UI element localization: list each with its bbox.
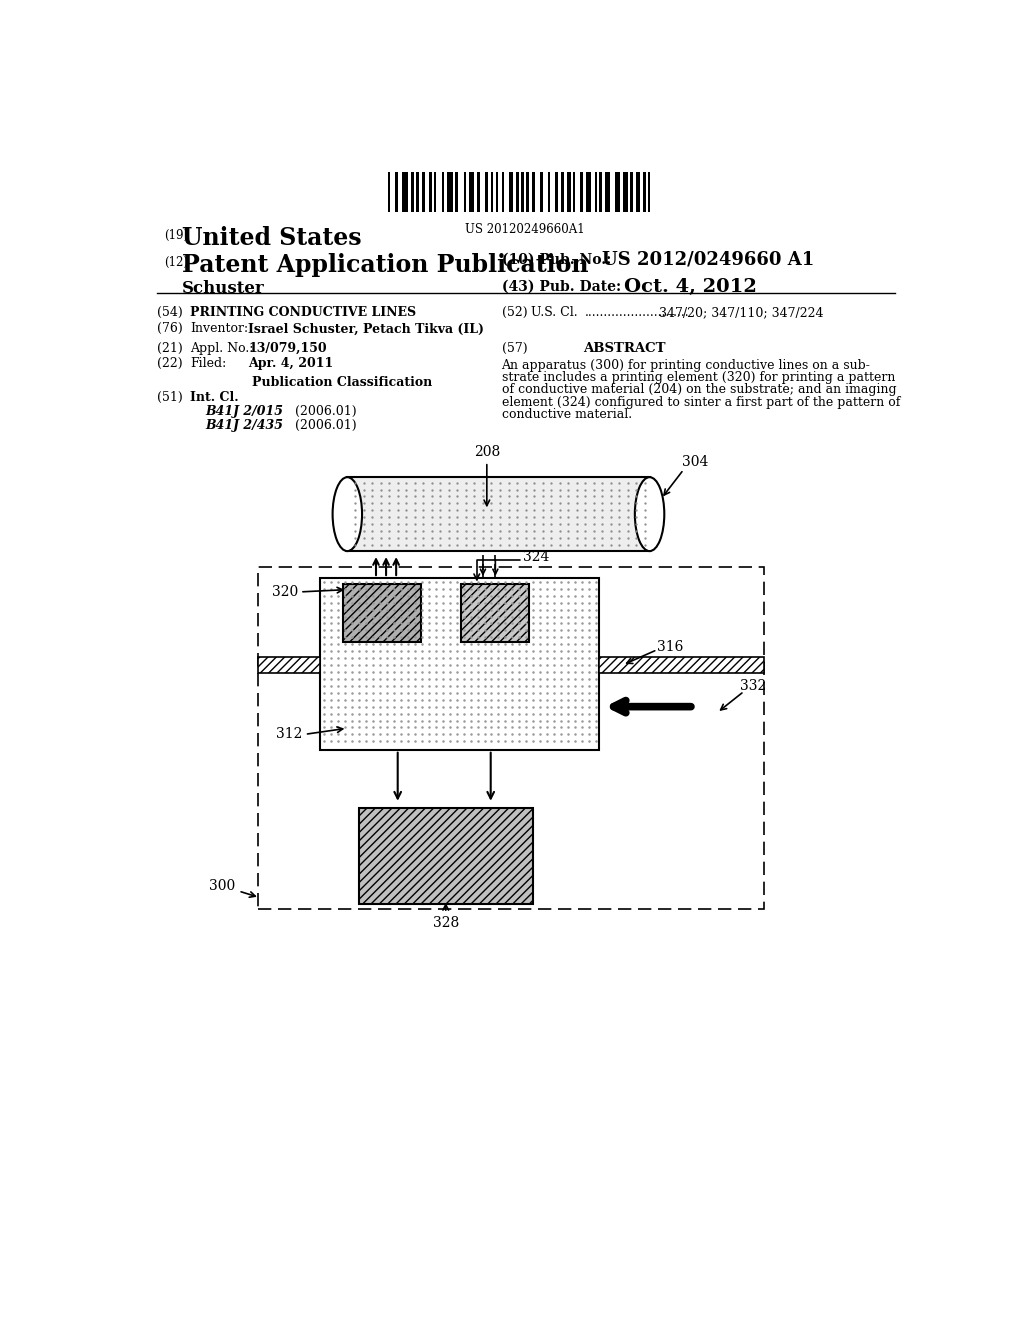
Bar	[648, 173, 650, 213]
Bar	[531, 173, 535, 213]
Bar	[394, 173, 397, 213]
Bar	[586, 173, 592, 213]
Bar	[515, 173, 518, 213]
Text: 320: 320	[272, 585, 299, 599]
Bar	[359, 808, 532, 904]
Bar	[526, 173, 529, 213]
Text: United States: United States	[182, 226, 361, 251]
Text: of conductive material (204) on the substrate; and an imaging: of conductive material (204) on the subs…	[502, 383, 896, 396]
Text: (76): (76)	[158, 322, 183, 335]
Bar	[442, 173, 444, 213]
Text: 300: 300	[209, 879, 255, 898]
Bar	[343, 585, 421, 642]
Bar	[258, 566, 764, 909]
Text: An apparatus (300) for printing conductive lines on a sub-: An apparatus (300) for printing conducti…	[502, 359, 870, 372]
Bar	[434, 173, 436, 213]
Text: Publication Classification: Publication Classification	[252, 376, 432, 389]
Text: (2006.01): (2006.01)	[295, 418, 356, 432]
Bar	[490, 173, 493, 213]
Bar	[258, 657, 321, 673]
Text: ...........................: ...........................	[586, 306, 690, 319]
Text: 304: 304	[682, 455, 709, 469]
Bar	[540, 173, 543, 213]
Bar	[643, 173, 646, 213]
Text: Apr. 4, 2011: Apr. 4, 2011	[248, 358, 334, 370]
Bar	[580, 173, 583, 213]
Text: strate includes a printing element (320) for printing a pattern: strate includes a printing element (320)…	[502, 371, 895, 384]
Bar	[411, 173, 414, 213]
Text: (22): (22)	[158, 358, 183, 370]
Bar	[477, 173, 480, 213]
Bar	[548, 173, 550, 213]
Text: US 20120249660A1: US 20120249660A1	[465, 223, 585, 236]
Text: (43) Pub. Date:: (43) Pub. Date:	[502, 280, 621, 294]
Text: 312: 312	[276, 727, 302, 742]
Bar	[555, 173, 558, 213]
Bar	[447, 173, 453, 213]
Bar	[615, 173, 621, 213]
Text: Patent Application Publication: Patent Application Publication	[182, 253, 589, 277]
Bar	[599, 173, 602, 213]
Bar	[624, 173, 628, 213]
Bar	[595, 173, 597, 213]
Text: 332: 332	[740, 678, 767, 693]
Text: 347/20; 347/110; 347/224: 347/20; 347/110; 347/224	[658, 306, 823, 319]
Text: 208: 208	[474, 445, 500, 459]
Text: U.S. Cl.: U.S. Cl.	[531, 306, 578, 319]
Text: Israel Schuster, Petach Tikva (IL): Israel Schuster, Petach Tikva (IL)	[248, 322, 484, 335]
Bar	[604, 173, 610, 213]
Text: Oct. 4, 2012: Oct. 4, 2012	[624, 277, 757, 296]
Text: (21): (21)	[158, 342, 183, 355]
Bar	[502, 173, 504, 213]
Bar	[461, 585, 529, 642]
Bar	[417, 173, 419, 213]
Ellipse shape	[635, 478, 665, 552]
Text: Inventor:: Inventor:	[190, 322, 248, 335]
Ellipse shape	[333, 478, 362, 552]
Bar	[347, 478, 649, 552]
Bar	[484, 173, 487, 213]
Text: (54): (54)	[158, 306, 183, 319]
Text: (2006.01): (2006.01)	[295, 405, 356, 418]
Text: (51): (51)	[158, 391, 183, 404]
Bar	[572, 173, 575, 213]
Text: Int. Cl.: Int. Cl.	[190, 391, 239, 404]
Bar	[636, 173, 640, 213]
Text: conductive material.: conductive material.	[502, 408, 632, 421]
Text: PRINTING CONDUCTIVE LINES: PRINTING CONDUCTIVE LINES	[190, 306, 416, 319]
Text: (52): (52)	[502, 306, 527, 319]
Text: B41J 2/435: B41J 2/435	[206, 418, 284, 432]
Bar	[521, 173, 524, 213]
Bar	[429, 173, 432, 213]
Bar	[464, 173, 466, 213]
Bar	[321, 578, 599, 750]
Text: ABSTRACT: ABSTRACT	[583, 342, 666, 355]
Text: 324: 324	[523, 550, 550, 564]
Bar	[496, 173, 499, 213]
Bar	[469, 173, 474, 213]
Text: 13/079,150: 13/079,150	[248, 342, 327, 355]
Bar	[599, 657, 764, 673]
Text: Schuster: Schuster	[182, 280, 265, 297]
Bar	[567, 173, 570, 213]
Bar	[422, 173, 425, 213]
Bar	[388, 173, 390, 213]
Text: (57): (57)	[502, 342, 527, 355]
Bar	[455, 173, 458, 213]
Bar	[402, 173, 408, 213]
Text: (10) Pub. No.:: (10) Pub. No.:	[502, 253, 610, 267]
Bar	[509, 173, 513, 213]
Text: element (324) configured to sinter a first part of the pattern of: element (324) configured to sinter a fir…	[502, 396, 900, 409]
Text: 328: 328	[432, 916, 459, 931]
Text: US 2012/0249660 A1: US 2012/0249660 A1	[602, 251, 814, 269]
Text: 316: 316	[656, 640, 683, 655]
Text: (19): (19)	[164, 230, 187, 243]
Text: Appl. No.:: Appl. No.:	[190, 342, 253, 355]
Text: B41J 2/015: B41J 2/015	[206, 405, 284, 418]
Bar	[630, 173, 633, 213]
Text: (12): (12)	[164, 256, 187, 269]
Bar	[561, 173, 564, 213]
Text: Filed:: Filed:	[190, 358, 226, 370]
